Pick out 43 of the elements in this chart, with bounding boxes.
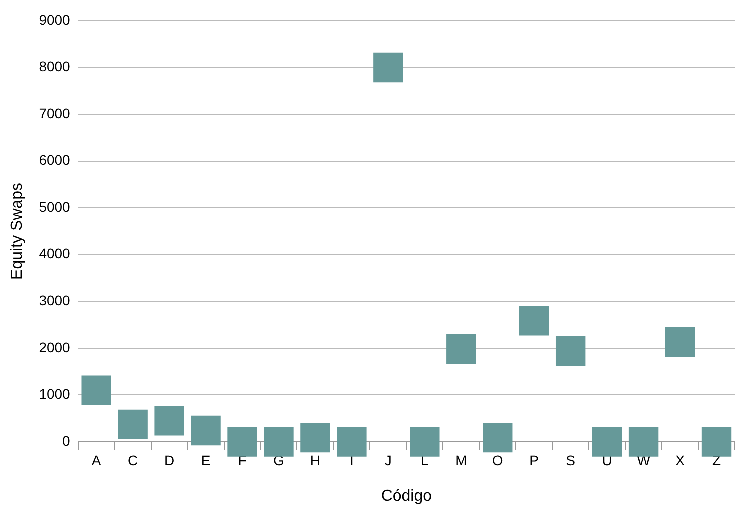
x-tick-label: S xyxy=(566,452,576,468)
point xyxy=(665,328,696,358)
x-tick-label: J xyxy=(384,452,392,468)
y-tick-label: 8000 xyxy=(39,58,71,75)
point xyxy=(374,52,404,83)
y-tick-label: 1000 xyxy=(39,386,71,402)
x-tick-label: D xyxy=(164,452,175,468)
point xyxy=(82,376,112,406)
x-tick-label: O xyxy=(492,452,504,468)
point xyxy=(228,427,258,457)
point xyxy=(592,427,622,457)
x-axis-title: Código xyxy=(381,488,432,505)
point xyxy=(702,427,732,457)
x-tick-label: E xyxy=(201,452,211,468)
y-tick-label: 4000 xyxy=(39,246,71,262)
x-tick-label: A xyxy=(92,452,102,468)
point xyxy=(264,427,294,457)
x-tick-label: C xyxy=(128,452,138,468)
point xyxy=(446,334,476,364)
y-tick-label: 3000 xyxy=(39,292,71,309)
x-tick-label: M xyxy=(456,452,468,468)
y-axis-title: Equity Swaps xyxy=(9,183,26,280)
point xyxy=(520,306,550,336)
y-tick-label: 7000 xyxy=(39,105,71,122)
point xyxy=(556,336,586,366)
point xyxy=(300,422,330,453)
point xyxy=(628,427,659,457)
point xyxy=(118,410,148,440)
y-tick-label: 2000 xyxy=(39,339,71,356)
point xyxy=(191,416,221,446)
x-tick-label: X xyxy=(676,452,686,468)
x-tick-label: L xyxy=(421,452,430,468)
point xyxy=(337,427,367,457)
y-tick-label: 6000 xyxy=(39,152,71,168)
point xyxy=(483,422,513,453)
x-tick-label: U xyxy=(602,452,612,468)
y-tick-label: 5000 xyxy=(39,198,71,215)
point xyxy=(154,406,184,436)
y-tick-label: 0 xyxy=(62,432,71,449)
x-tick-label: P xyxy=(530,452,540,468)
point xyxy=(410,427,440,457)
x-tick-label: H xyxy=(310,452,321,468)
y-tick-label: 9000 xyxy=(39,12,71,28)
